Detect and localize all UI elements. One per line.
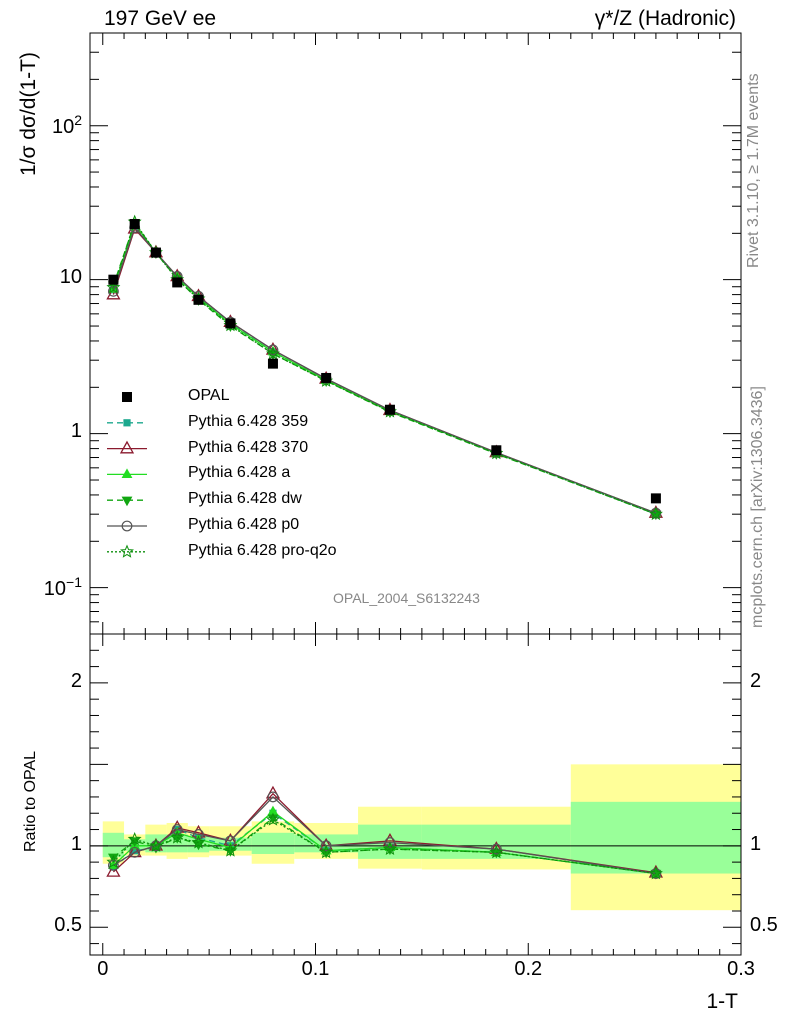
x-axis-label: 1-T [706, 990, 739, 1013]
ratio-series [106, 785, 664, 880]
mcplots-label: mcplots.cern.ch [arXiv:1306.3436] [749, 386, 766, 628]
ratio-point-5-8 [383, 841, 397, 855]
ratio-frame-box [89, 633, 742, 956]
ratio-y-tick-label-left: 2 [70, 669, 82, 692]
legend-marks [107, 392, 147, 558]
main-point-1-0 [106, 286, 121, 300]
data-point-3 [172, 277, 183, 288]
data-point-8 [384, 404, 395, 415]
main-series-line-3 [112, 221, 657, 515]
ratio-point-5-4 [191, 835, 206, 849]
legend-entry-1: Pythia 6.428 359 [188, 412, 309, 430]
ratio-band-inner-0 [102, 832, 125, 858]
ratio-point-4-3 [171, 824, 183, 835]
ratio-point-2-6 [267, 805, 279, 816]
ratio-point-1-0 [106, 863, 121, 877]
ratio-point-5-5 [223, 843, 238, 857]
ratio-point-0-1 [131, 847, 139, 855]
main-series-line-5 [112, 220, 657, 515]
data-point-5 [225, 318, 236, 329]
x-tick-label: 0.2 [514, 958, 543, 980]
ratio-point-5-6 [266, 812, 280, 826]
x-tick-label: 0.3 [727, 958, 755, 980]
main-point-5-0 [106, 280, 121, 294]
main-point-4-6 [267, 344, 279, 356]
legend-marker-3 [121, 468, 133, 478]
main-point-3-10 [650, 510, 662, 521]
ratio-y-axis-label: Ratio to OPAL [22, 750, 39, 852]
legend-marker-0 [122, 392, 132, 402]
ratio-point-4-6 [267, 791, 279, 803]
ratio-point-5-3 [170, 830, 185, 844]
ratio-series-line-5 [112, 819, 656, 875]
data-point-2 [150, 247, 161, 258]
ratio-point-4-8 [384, 837, 396, 848]
main-series [106, 214, 664, 521]
main-y-axis-label: 1/σ dσ/d(1-T) [17, 52, 40, 176]
ratio-y-tick-label-left: 1 [70, 832, 82, 855]
header-right-title: γ*/Z (Hadronic) [594, 7, 736, 30]
legend-entry-2: Pythia 6.428 370 [188, 438, 309, 456]
ratio-point-3-10 [650, 869, 662, 880]
data-point-0 [108, 274, 119, 285]
ratio-point-5-0 [106, 854, 121, 869]
legend-entry-0: OPAL [188, 387, 230, 404]
ratio-series-line-4 [113, 795, 656, 875]
main-panel-frame [89, 32, 742, 635]
ratio-point-5-1 [127, 832, 142, 846]
ratio-point-3-7 [320, 848, 332, 859]
ratio-point-4-1 [129, 846, 141, 858]
legend-marker-6 [120, 544, 134, 558]
ratio-point-3-3 [171, 834, 183, 844]
x-tick-label: 0 [97, 958, 109, 980]
ratio-point-4-0 [108, 859, 119, 871]
ratio-band-inner-6 [251, 832, 295, 854]
legend-entry-3: Pythia 6.428 a [188, 464, 291, 482]
ratio-point-3-6 [267, 814, 279, 825]
ratio-uncertainty-bands [102, 764, 741, 911]
ratio-point-5-2 [149, 838, 163, 852]
data-point-10 [650, 493, 661, 504]
ratio-point-5-9 [489, 845, 504, 859]
main-y-tick-label: 10−1 [43, 573, 82, 600]
data-point-7 [321, 372, 332, 383]
legend-marker-5 [121, 520, 133, 532]
ratio-point-4-4 [193, 829, 204, 840]
ratio-y-tick-label-right: 2 [750, 669, 762, 692]
ratio-y-tick-label-right: 0.5 [750, 914, 778, 937]
data-point-4 [193, 294, 204, 305]
ratio-y-tick-label-right: 1 [750, 832, 762, 855]
analysis-watermark: OPAL_2004_S6132243 [333, 590, 480, 606]
ratio-point-3-0 [108, 853, 119, 864]
legend-marker-1 [123, 419, 131, 427]
legend-entry-5: Pythia 6.428 p0 [188, 516, 300, 533]
ratio-point-3-8 [384, 845, 396, 856]
legend-entry-6: Pythia 6.428 pro-q2o [188, 541, 337, 559]
data-point-9 [491, 445, 502, 456]
header-left-title: 197 GeV ee [104, 7, 217, 30]
rivet-label: Rivet 3.1.10, ≥ 1.7M events [745, 73, 762, 268]
main-y-tick-label: 10 [59, 265, 82, 288]
ratio-point-4-9 [490, 843, 502, 855]
data-point-6 [267, 358, 278, 369]
x-tick-label: 0.1 [301, 958, 330, 980]
legend-entry-4: Pythia 6.428 dw [188, 490, 302, 508]
main-point-5-10 [648, 506, 663, 521]
ratio-point-4-7 [320, 840, 332, 852]
ratio-point-5-10 [648, 866, 663, 880]
ratio-band-inner-10 [570, 801, 741, 874]
legend-marker-4 [121, 496, 133, 507]
legend-marker-2 [119, 440, 135, 454]
ratio-y-tick-label-left: 0.5 [54, 914, 82, 937]
main-y-tick-label: 1 [70, 419, 82, 442]
main-point-5-6 [266, 346, 280, 360]
ratio-point-5-7 [319, 845, 334, 859]
main-y-tick-label: 102 [51, 111, 82, 138]
data-point-1 [129, 218, 140, 229]
